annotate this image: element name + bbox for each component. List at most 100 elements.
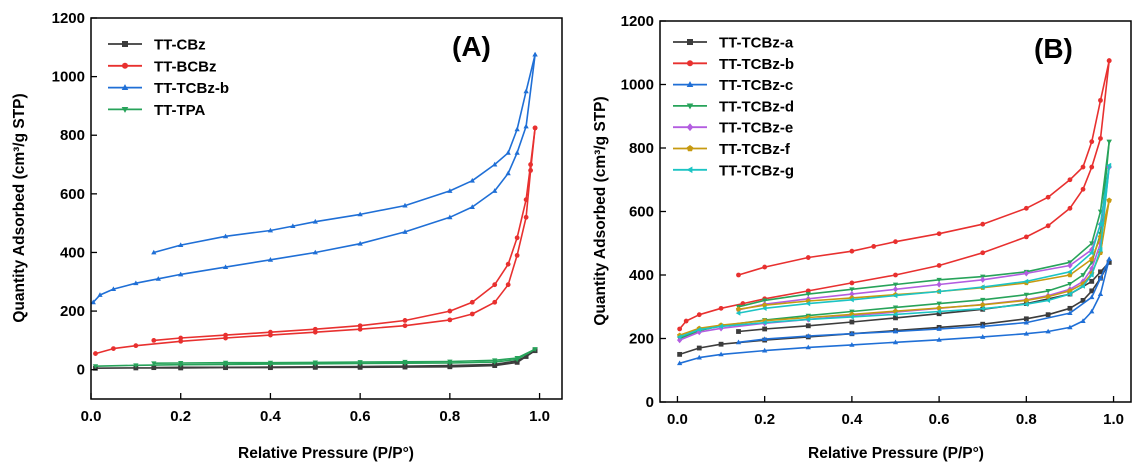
panel-b-data-point [805,300,811,307]
panel-a-data-point [523,88,529,94]
panel-a-desorption-line [153,127,536,342]
panel-a-data-point [469,204,475,209]
panel-a-legend-marker [122,62,128,69]
panel-a-data-point [528,162,533,167]
panel-a-x-tick-label: 1.0 [529,408,550,425]
panel-b-data-point [980,250,986,256]
panel-a-legend-marker [121,107,129,113]
panel-b-data-point [677,326,683,332]
panel-a-legend-item: TT-TCBz-b [108,80,229,97]
panel-a-data-point [523,214,529,220]
panel-a-data-point [505,261,511,267]
panel-a-legend-item: TT-TPA [108,102,206,119]
panel-b-data-point [892,328,899,334]
panel-b-data-point [805,288,811,294]
panel-a-y-tick-label: 600 [60,186,85,203]
panel-a-data-point [110,286,117,292]
panel-b-data-point [1067,324,1073,330]
panel-a-data-point [312,364,318,370]
panel-b-data-point [1023,319,1029,325]
panel-b-data-point [849,297,854,303]
panel-b-data-point [735,306,742,312]
panel-a-data-point [447,359,453,365]
panel-a-legend-item: TT-BCBz [108,58,217,75]
panel-b-data-point [761,319,767,326]
panel-b-data-point [892,339,899,345]
panel-a-data-point [312,218,318,224]
panel-a-plot-frame [90,17,563,400]
panel-a-data-point [133,363,139,369]
panel-a-legend-label: TT-CBz [154,37,206,54]
panel-b-data-point [980,334,986,339]
panel-b-data-point [1089,288,1095,294]
panel-b-legend-label: TT-TCBz-f [719,141,791,158]
panel-b-data-point [1023,297,1029,303]
panel-b-label: (B) [1034,33,1073,64]
panel-b-data-point [1097,291,1104,296]
panel-b-data-point [1067,269,1072,275]
panel-b-y-tick-label: 1200 [621,13,654,30]
panel-a-y-tick-label: 400 [60,244,85,261]
panel-b-data-point [979,284,985,290]
panel-a-data-point [514,235,520,241]
panel-b-data-point [1106,197,1112,203]
panel-a-data-point [357,211,363,217]
panel-a-y-tick-label: 0 [77,362,85,379]
panel-b-series-tt-tcbz-b [677,58,1112,332]
panel-a-data-point [357,326,363,332]
panel-b-data-point [1080,318,1086,323]
panel-b-legend-item: TT-TCBz-a [673,35,794,52]
panel-b-x-tick-label: 0.2 [754,411,775,428]
panel-b-data-point [696,354,702,360]
panel-b-data-point [1067,281,1073,287]
panel-b-data-point [1088,272,1094,278]
panel-a-data-point [151,337,157,343]
panel-b-data-point [696,312,702,318]
panel-b-data-point [805,344,811,350]
panel-b-legend-label: TT-TCBz-d [719,98,794,115]
panel-b-data-point [936,337,942,342]
panel-b-legend-marker [686,123,694,132]
panel-b-adsorption-line [679,200,1110,337]
panel-b-data-point [1098,136,1103,141]
panel-b-data-point [1023,270,1029,277]
panel-b-data-point [1089,260,1095,266]
panel-b-data-point [849,248,855,254]
panel-b-data-point [1045,293,1051,299]
panel-b-data-point [761,305,767,311]
panel-b-legend-item: TT-TCBz-e [673,120,793,137]
panel-a-data-point [514,356,520,361]
panel-a-ticks: 0.0 0.2 0.4 0.6 0.8 1.0 0 200 400 600 800 1000 1200 [52,10,550,425]
panel-b-data-point [1097,221,1103,227]
panel-b-data-point [1089,265,1095,272]
panel-b-data-point [1089,164,1095,170]
panel-b-legend-label: TT-TCBz-a [719,35,794,52]
panel-a-data-point [514,126,520,132]
panel-b-data-point [736,272,741,278]
panel-a-data-point [178,335,184,341]
panel-b-data-point [735,339,742,345]
panel-a-legend-label: TT-TPA [154,102,206,119]
panel-b-data-point [1045,223,1051,229]
panel-b-legend-item: TT-TCBz-g [673,162,794,179]
panel-a-legend-item: TT-CBz [108,37,206,54]
panel-b-data-point [762,336,768,342]
panel-a-data-point [523,354,529,359]
panel-a-data-point [532,347,538,352]
panel-a-legend-marker [121,84,129,90]
panel-a-x-tick-label: 0.6 [350,408,371,425]
panel-b-data-point [1089,278,1095,284]
panel-a-data-point [155,276,161,281]
panel-b-data-point [936,263,942,268]
panel-b-data-point [1088,250,1094,256]
panel-b-y-tick-label: 200 [629,331,654,348]
panel-b-legend-marker [686,81,694,87]
panel-b-data-point [1067,291,1072,297]
panel-a-data-point [492,358,498,364]
panel-a-adsorption-line [95,348,536,367]
panel-a-data-point [267,227,274,233]
panel-b-data-point [1045,297,1051,304]
panel-b-series-tt-tcbz-c [676,256,1112,366]
panel-b-data-point [718,341,724,347]
